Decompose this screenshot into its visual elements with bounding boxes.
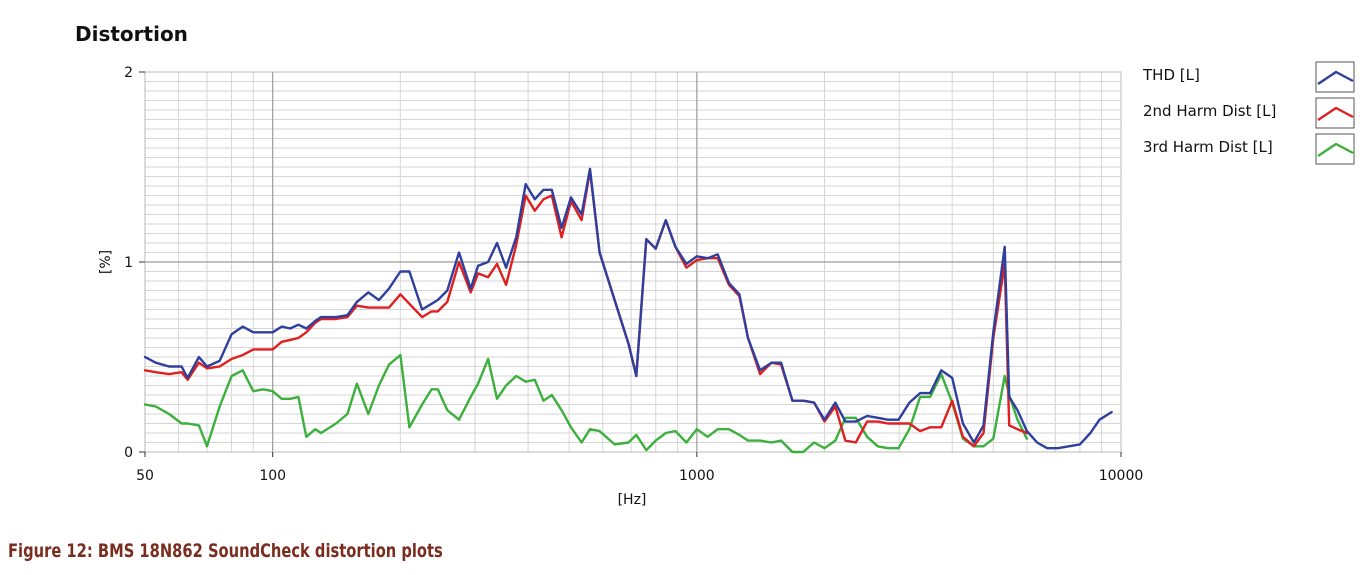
legend-swatch-line [1317,70,1354,85]
legend-label: 3rd Harm Dist [L] [1143,138,1273,156]
series-line-2 [143,169,1029,448]
chart-title: Distortion [75,22,188,46]
series-layer [143,167,1113,454]
x-tick-label: 100 [259,468,286,484]
y-axis-label: [%] [98,250,114,274]
series-line-1 [143,167,1113,450]
legend-swatch-box [1315,133,1355,165]
legend-swatch-line [1317,142,1354,157]
x-tick-label: 50 [136,468,154,484]
axis-ticks: 0 1 2 50 100 1000 10000 [124,65,1143,484]
legend-swatch-line [1317,106,1354,121]
x-axis-label: [Hz] [618,492,647,508]
legend: THD [L] 2nd Harm Dist [L] 3rd Harm Dist [L… [1142,61,1355,165]
legend-swatch-box [1315,61,1355,93]
legend-swatch-box [1315,97,1355,129]
y-tick-label: 2 [124,65,133,81]
y-tick-label: 0 [124,445,133,461]
y-tick-label: 1 [124,255,133,271]
legend-label: THD [L] [1142,66,1200,84]
x-tick-label: 1000 [679,468,715,484]
figure-caption: Figure 12: BMS 18N862 SoundCheck distort… [8,540,443,562]
legend-label: 2nd Harm Dist [L] [1143,102,1276,120]
x-tick-label: 10000 [1099,468,1144,484]
series-line-3 [143,353,1029,454]
grid-major [145,72,1121,452]
